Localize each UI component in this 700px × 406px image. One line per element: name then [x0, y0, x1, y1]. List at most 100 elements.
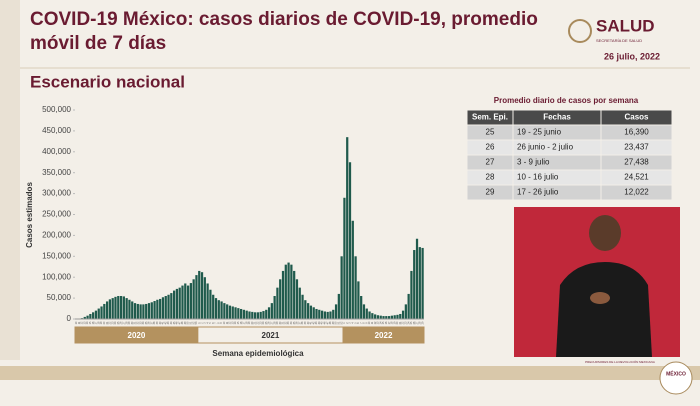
bar	[335, 304, 337, 319]
bar	[173, 291, 175, 319]
interpreter-body	[556, 262, 652, 357]
bar	[324, 311, 326, 319]
bar	[184, 283, 186, 319]
bar	[248, 311, 250, 319]
y-tick-label: 450,000	[42, 126, 71, 135]
bar	[145, 304, 147, 319]
bar	[162, 297, 164, 319]
bar	[276, 288, 278, 319]
bar	[215, 298, 217, 319]
bar	[134, 303, 136, 319]
bar	[232, 306, 234, 319]
bar	[374, 314, 376, 319]
bar	[246, 311, 248, 319]
bar	[92, 312, 94, 319]
bar	[360, 296, 362, 319]
table-cell-text: 29	[486, 188, 495, 197]
bar	[218, 300, 220, 319]
bar	[318, 310, 320, 319]
bar	[301, 295, 303, 319]
bar	[131, 301, 133, 319]
y-tick-label: 0	[67, 314, 72, 323]
bar	[349, 162, 351, 319]
bar	[220, 301, 222, 319]
bar	[98, 309, 100, 319]
bar	[254, 312, 256, 319]
table-header-text: Sem. Epi.	[472, 113, 508, 122]
bar	[332, 310, 334, 319]
footer-strip: PRECURSORES DE LA REVOLUCIÓN MEXICANA	[585, 359, 655, 364]
bar	[142, 304, 144, 319]
bar	[304, 300, 306, 319]
y-axis-label: Casos estimados	[25, 182, 34, 248]
bar	[165, 296, 167, 319]
bar	[209, 290, 211, 319]
footer-logo	[660, 362, 692, 394]
year-label: 2022	[375, 331, 393, 340]
bar	[123, 296, 125, 319]
bar	[293, 271, 295, 319]
bar	[128, 300, 130, 319]
bar	[229, 306, 231, 319]
decor-strip	[0, 0, 20, 360]
bar	[109, 299, 111, 319]
bar	[368, 311, 370, 319]
bar	[357, 281, 359, 319]
bar	[307, 303, 309, 319]
table-cell-text: 19 - 25 junio	[517, 128, 562, 137]
logo-subtext: SECRETARÍA DE SALUD	[596, 38, 642, 43]
table-cell-text: 26 junio - 2 julio	[517, 143, 574, 152]
bar	[100, 306, 102, 319]
bar	[114, 297, 116, 319]
table-cell-text: 24,521	[624, 173, 649, 182]
bar	[153, 301, 155, 319]
bar	[321, 311, 323, 319]
bar	[352, 221, 354, 319]
y-tick-label: 500,000	[42, 105, 71, 114]
bar	[366, 309, 368, 319]
bar	[226, 304, 228, 319]
table-cell-text: 26	[486, 143, 495, 152]
bar	[126, 298, 128, 319]
bar	[416, 239, 418, 319]
bar	[268, 307, 270, 319]
y-tick-label: 50,000	[47, 293, 72, 302]
bar	[237, 308, 239, 319]
bar	[95, 311, 97, 319]
bar	[274, 296, 276, 319]
bar	[285, 265, 287, 319]
table-header-text: Fechas	[543, 113, 571, 122]
bar	[315, 309, 317, 319]
table-cell-text: 10 - 16 julio	[517, 173, 559, 182]
bar	[159, 299, 161, 319]
bar	[193, 279, 195, 319]
bar	[240, 309, 242, 319]
bar	[170, 293, 172, 319]
year-label: 2020	[128, 331, 146, 340]
bar	[151, 302, 153, 319]
y-tick-label: 100,000	[42, 272, 71, 281]
x-axis-label: Semana epidemiológica	[212, 349, 304, 358]
bar	[408, 294, 410, 319]
bar	[234, 307, 236, 319]
table-cell-text: 12,022	[624, 188, 649, 197]
title: COVID-19 México: casos diarios de COVID-…	[30, 9, 538, 30]
bar	[327, 312, 329, 319]
date: 26 julio, 2022	[604, 51, 660, 61]
y-tick-label: 250,000	[42, 210, 71, 219]
bar	[156, 300, 158, 319]
table-cell-text: 28	[486, 173, 495, 182]
bar	[405, 304, 407, 319]
interpreter-hands	[590, 292, 610, 304]
table-cell-text: 17 - 26 julio	[517, 188, 559, 197]
bar	[310, 306, 312, 319]
bar	[207, 283, 209, 319]
table-cell-text: 23,437	[624, 143, 649, 152]
table-cell-text: 3 - 9 julio	[517, 158, 550, 167]
table-header-text: Casos	[624, 113, 649, 122]
y-tick-label: 350,000	[42, 168, 71, 177]
bar	[413, 250, 415, 319]
bar	[195, 275, 197, 319]
